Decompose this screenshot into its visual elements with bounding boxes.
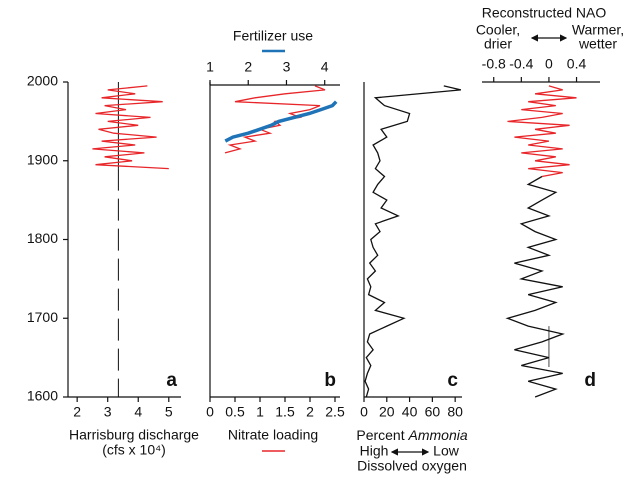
x2-tick-label: 1 [206, 59, 214, 75]
left-label: Cooler, [476, 22, 520, 38]
y-tick-label: 1900 [27, 151, 58, 167]
x-label: Harrisburg discharge [69, 427, 199, 443]
x-tick-label: 3 [104, 404, 112, 420]
legend-label: Fertilizer use [233, 28, 313, 44]
x-tick-label: -0.8 [482, 56, 506, 72]
x-label-units: (cfs x 10⁴) [102, 442, 166, 458]
left-label: drier [484, 36, 512, 52]
panel-title: Reconstructed NAO [482, 5, 607, 21]
panel-letter: c [447, 370, 458, 391]
x-tick-label: 0 [360, 404, 368, 420]
y-tick-label: 2000 [27, 73, 58, 89]
y-tick-label: 1600 [27, 388, 58, 404]
x-tick-label: 0 [545, 56, 553, 72]
x-label-text: Percent [356, 427, 404, 443]
panel-letter: a [166, 370, 177, 391]
x-tick-label: 60 [425, 404, 441, 420]
x-tick-label: 5 [165, 404, 173, 420]
x-tick-label: 80 [447, 404, 463, 420]
x-tick-label: 0 [206, 404, 214, 420]
right-label: Warmer, [572, 22, 624, 38]
x-tick-label: 40 [402, 404, 418, 420]
high-label: High [360, 443, 389, 459]
x-label: Dissolved oxygen [357, 458, 467, 474]
x-tick-label: 2 [73, 404, 81, 420]
low-label: Low [433, 443, 460, 459]
data-line [224, 100, 338, 143]
x-label-italic: Ammonia [408, 427, 468, 443]
right-label: wetter [578, 36, 617, 52]
x-tick-label: 1.5 [275, 404, 295, 420]
legend-label: Nitrate loading [228, 427, 318, 443]
panel-letter: b [324, 370, 336, 391]
data-line [507, 85, 577, 178]
data-line [364, 85, 462, 398]
panel-letter: d [584, 370, 596, 391]
x-label: Percent Ammonia [356, 427, 467, 443]
y-tick-label: 1700 [27, 309, 58, 325]
x-tick-label: 20 [379, 404, 395, 420]
x-tick-label: 2 [306, 404, 314, 420]
x-tick-label: 0.5 [225, 404, 245, 420]
data-line [92, 85, 169, 170]
x2-tick-label: 3 [283, 59, 291, 75]
x-tick-label: 1 [256, 404, 264, 420]
x-tick-label: 4 [134, 404, 142, 420]
data-line [505, 175, 565, 398]
x2-tick-label: 2 [244, 59, 252, 75]
y-tick-label: 1800 [27, 230, 58, 246]
x-tick-label: 2.5 [325, 404, 345, 420]
x2-tick-label: 4 [321, 59, 329, 75]
x-tick-label: 0.4 [567, 56, 587, 72]
data-line [224, 85, 326, 154]
x-tick-label: -0.4 [509, 56, 533, 72]
